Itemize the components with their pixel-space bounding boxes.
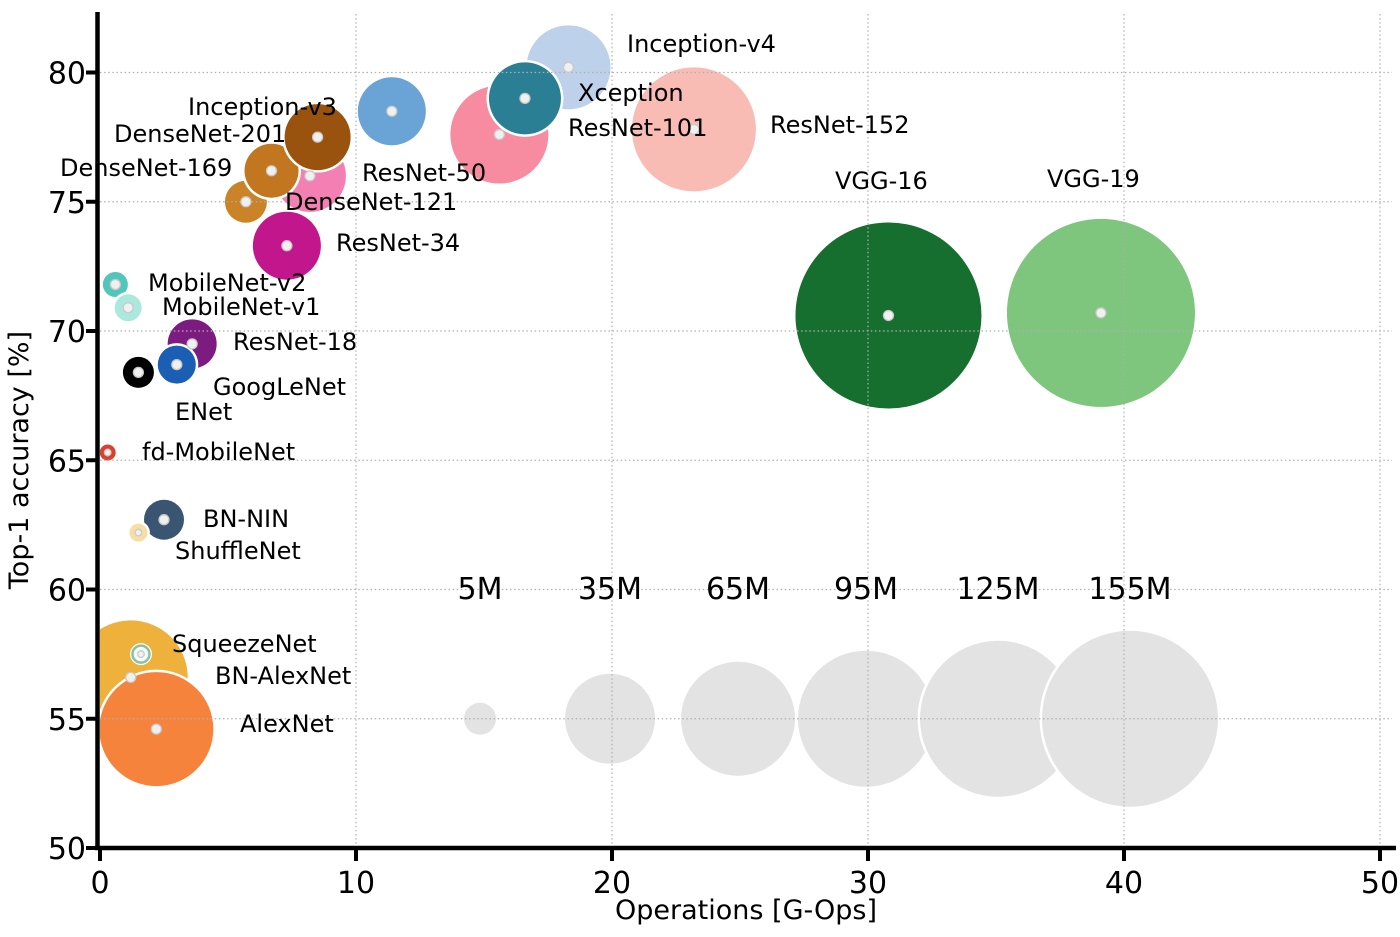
model-label-mobilenet-v2: MobileNet-v2 (148, 269, 306, 297)
legend-label-65m: 65M (706, 572, 770, 607)
y-tick-label-50: 50 (48, 832, 86, 867)
center-dot-vgg-16 (882, 309, 895, 322)
model-label-mobilenet-v1: MobileNet-v1 (162, 293, 320, 321)
model-label-xception: Xception (578, 79, 684, 107)
center-dot-densenet-201 (311, 131, 324, 143)
center-dot-alexnet (150, 723, 162, 735)
model-label-resnet-18: ResNet-18 (233, 328, 357, 356)
center-dot-layer (103, 61, 1107, 735)
legend-bubble-35m (565, 673, 655, 764)
center-dot-resnet-101 (493, 128, 506, 141)
center-dot-resnet-50 (304, 170, 316, 182)
model-label-vgg-16: VGG-16 (835, 167, 928, 195)
x-tick-label-50: 50 (1361, 866, 1399, 901)
center-dot-resnet-34 (281, 240, 293, 252)
y-tick-label-55: 55 (48, 703, 86, 738)
model-label-resnet-101: ResNet-101 (568, 114, 707, 142)
legend-bubble-95m (798, 650, 934, 787)
x-tick-label-0: 0 (90, 866, 109, 901)
model-label-resnet-50: ResNet-50 (362, 159, 486, 187)
model-label-densenet-169: DenseNet-169 (60, 154, 232, 182)
center-dot-mobilenet-v1 (122, 302, 134, 314)
center-dot-densenet-121 (240, 196, 252, 208)
center-dot-inception-v3 (386, 105, 398, 117)
legend-bubble-5m (464, 702, 496, 735)
model-label-resnet-152: ResNet-152 (770, 111, 909, 139)
x-tick-label-30: 30 (849, 866, 887, 901)
model-label-inception-v3: Inception-v3 (188, 93, 337, 121)
model-label-enet: ENet (175, 398, 232, 426)
center-dot-vgg-19 (1095, 307, 1107, 319)
model-label-densenet-121: DenseNet-121 (285, 188, 457, 216)
model-label-alexnet: AlexNet (240, 710, 334, 738)
center-dot-bn-alexnet (125, 671, 137, 684)
center-dot-bn-nin (158, 514, 170, 526)
center-dot-resnet-152 (688, 123, 700, 136)
y-axis-title: Top-1 accuracy [%] (4, 331, 35, 590)
center-dot-inception-v4 (562, 61, 575, 73)
x-tick-label-10: 10 (337, 866, 375, 901)
model-label-googlenet: GoogLeNet (213, 373, 346, 401)
center-dot-resnet-18 (186, 338, 198, 350)
model-label-squeezenet: SqueezeNet (172, 630, 317, 658)
model-label-inception-v4: Inception-v4 (627, 30, 776, 58)
model-label-fd-mobilenet: fd-MobileNet (142, 438, 295, 466)
model-label-resnet-34: ResNet-34 (336, 229, 460, 257)
y-tick-label-65: 65 (48, 444, 86, 479)
x-tick-label-20: 20 (593, 866, 631, 901)
x-axis-title: Operations [G-Ops] (615, 895, 877, 926)
center-dot-enet (132, 366, 145, 379)
axis-layer (86, 12, 1396, 861)
center-dot-fd-mobilenet (103, 448, 112, 457)
model-label-vgg-19: VGG-19 (1047, 165, 1140, 193)
legend-label-95m: 95M (834, 572, 898, 607)
center-dot-densenet-169 (265, 165, 278, 177)
model-label-bn-alexnet: BN-AlexNet (215, 662, 351, 690)
legend-label-35m: 35M (578, 572, 642, 607)
model-label-bn-nin: BN-NIN (203, 505, 289, 533)
y-tick-label-75: 75 (48, 186, 86, 221)
center-dot-shufflenet (134, 528, 143, 537)
legend-bubble-65m (681, 661, 795, 776)
y-tick-label-70: 70 (48, 315, 86, 350)
center-dot-squeezenet (137, 650, 145, 659)
legend-label-5m: 5M (458, 572, 503, 607)
model-label-densenet-201: DenseNet-201 (114, 120, 286, 148)
model-label-shufflenet: ShuffleNet (175, 537, 301, 565)
center-dot-xception (519, 92, 531, 104)
text-layer: VGG-19 VGG-16 ResNet-152 ResNet-101 Inceptio… (4, 30, 1399, 926)
y-tick-label-60: 60 (48, 574, 86, 609)
x-tick-label-40: 40 (1105, 866, 1143, 901)
center-dot-googlenet (171, 358, 183, 371)
y-tick-label-80: 80 (48, 57, 86, 92)
legend-label-125m: 125M (956, 572, 1039, 607)
center-dot-mobilenet-v2 (109, 278, 122, 291)
legend-label-155m: 155M (1088, 572, 1171, 607)
